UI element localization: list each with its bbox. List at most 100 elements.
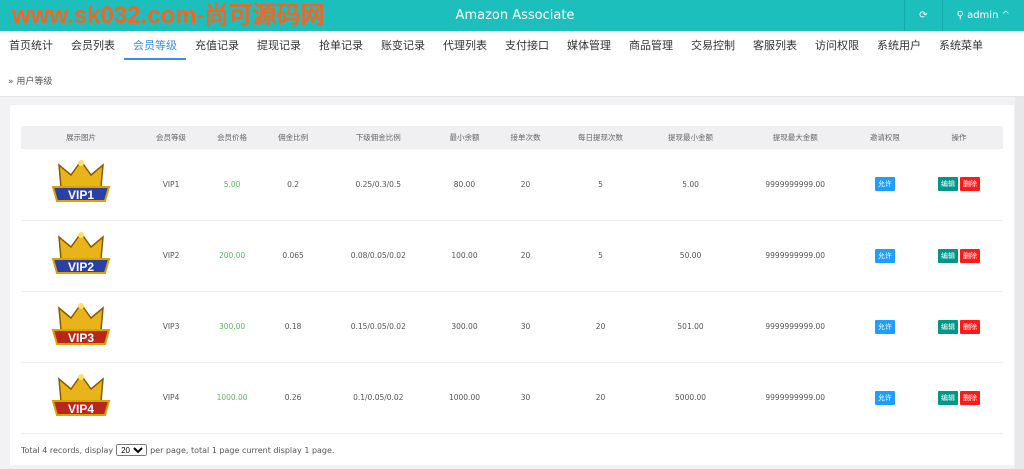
cell-min-balance: 80.00 bbox=[433, 149, 496, 221]
vip-badge-icon: VIP4 bbox=[51, 373, 111, 416]
scrollbar[interactable] bbox=[1015, 97, 1024, 469]
delete-button[interactable]: 删除 bbox=[959, 177, 980, 192]
cell-daily-withdraw: 20 bbox=[555, 362, 646, 434]
breadcrumb-arrow-icon: » bbox=[8, 77, 17, 87]
svg-text:VIP4: VIP4 bbox=[68, 402, 94, 416]
app-title: Amazon Associate bbox=[455, 8, 575, 23]
nav-tab[interactable]: 客服列表 bbox=[753, 39, 797, 52]
edit-button[interactable]: 编辑 bbox=[937, 319, 958, 334]
table-row: VIP3 VIP3 300.00 0.18 0.15/0.05/0.02 300.00 30… bbox=[21, 291, 1003, 363]
cell-level: VIP3 bbox=[141, 291, 202, 363]
cell-orders: 20 bbox=[495, 149, 556, 221]
column-header: 展示图片 bbox=[21, 126, 142, 149]
vip-badge-icon: VIP2 bbox=[51, 231, 111, 274]
cell-price: 5.00 bbox=[201, 149, 264, 221]
cell-withdraw-min: 5000.00 bbox=[645, 362, 736, 434]
invite-allow-button[interactable]: 允许 bbox=[874, 390, 895, 405]
table-row: VIP2 VIP2 200.00 0.065 0.08/0.05/0.02 100.00 2… bbox=[21, 220, 1003, 292]
nav-tab[interactable]: 媒体管理 bbox=[567, 39, 611, 52]
cell-daily-withdraw: 5 bbox=[555, 149, 646, 221]
delete-button[interactable]: 删除 bbox=[959, 248, 980, 263]
nav-tab[interactable]: 交易控制 bbox=[691, 39, 735, 52]
invite-allow-button[interactable]: 允许 bbox=[874, 248, 895, 263]
edit-button[interactable]: 编辑 bbox=[937, 390, 958, 405]
cell-orders: 20 bbox=[495, 220, 556, 292]
nav-tab[interactable]: 提现记录 bbox=[257, 39, 301, 52]
breadcrumb: » 用户等级 bbox=[0, 61, 1024, 97]
edit-button[interactable]: 编辑 bbox=[937, 248, 958, 263]
cell-withdraw-max: 9999999999.00 bbox=[735, 220, 855, 292]
level-table: 展示图片 会员等级 会员价格 佣金比例 下级佣金比例 最小余额 接单次数 每日提现次数 提现最小… bbox=[21, 126, 1003, 434]
nav-tab[interactable]: 代理列表 bbox=[443, 39, 487, 52]
svg-text:VIP2: VIP2 bbox=[68, 260, 94, 274]
cell-sub-rate: 0.08/0.05/0.02 bbox=[323, 220, 434, 292]
column-header: 每日提现次数 bbox=[555, 126, 646, 149]
cell-price: 300.00 bbox=[201, 291, 264, 363]
column-header: 会员价格 bbox=[201, 126, 264, 149]
cell-withdraw-min: 501.00 bbox=[645, 291, 736, 363]
nav-tab[interactable]: 首页统计 bbox=[9, 39, 53, 52]
nav-tab[interactable]: 访问权限 bbox=[815, 39, 859, 52]
cell-min-balance: 1000.00 bbox=[433, 362, 496, 434]
cell-orders: 30 bbox=[495, 362, 556, 434]
svg-text:VIP1: VIP1 bbox=[68, 188, 94, 202]
nav-tab[interactable]: 支付接口 bbox=[505, 39, 549, 52]
vip-badge-icon: VIP3 bbox=[51, 302, 111, 345]
cell-level: VIP4 bbox=[141, 362, 202, 434]
user-menu[interactable]: ⚲ admin ^ bbox=[941, 0, 1024, 31]
refresh-icon[interactable]: ⟳ bbox=[904, 0, 941, 31]
content-card: 展示图片 会员等级 会员价格 佣金比例 下级佣金比例 最小余额 接单次数 每日提现次数 提现最小… bbox=[10, 105, 1014, 465]
column-header: 最小余额 bbox=[433, 126, 496, 149]
cell-price: 200.00 bbox=[201, 220, 264, 292]
column-header: 邀请权限 bbox=[854, 126, 915, 149]
cell-price: 1000.00 bbox=[201, 362, 264, 434]
column-header: 接单次数 bbox=[495, 126, 556, 149]
column-header: 提现最小金额 bbox=[645, 126, 736, 149]
user-icon: ⚲ bbox=[956, 10, 968, 21]
cell-sub-rate: 0.1/0.05/0.02 bbox=[323, 362, 434, 434]
table-row: VIP4 VIP4 1000.00 0.26 0.1/0.05/0.02 1000.00 3… bbox=[21, 362, 1003, 434]
table-row: VIP1 VIP1 5.00 0.2 0.25/0.3/0.5 80.00 20 5 5.00 9… bbox=[21, 149, 1003, 221]
nav-tab[interactable]: 会员列表 bbox=[71, 39, 115, 52]
cell-min-balance: 300.00 bbox=[433, 291, 496, 363]
svg-text:VIP3: VIP3 bbox=[68, 331, 94, 345]
delete-button[interactable]: 删除 bbox=[959, 390, 980, 405]
cell-orders: 30 bbox=[495, 291, 556, 363]
column-header: 下级佣金比例 bbox=[323, 126, 434, 149]
edit-button[interactable]: 编辑 bbox=[937, 177, 958, 192]
nav-tab[interactable]: 系统用户 bbox=[877, 39, 921, 52]
main-nav: 首页统计 会员列表 会员等级 充值记录 提现记录 抢单记录 账变记录 代理列表 支付接口 媒体管理… bbox=[0, 31, 1024, 61]
cell-daily-withdraw: 20 bbox=[555, 291, 646, 363]
pagination: Total 4 records, display 20 per page, to… bbox=[21, 444, 334, 456]
nav-tab[interactable]: 账变记录 bbox=[381, 39, 425, 52]
column-header: 提现最大金额 bbox=[735, 126, 855, 149]
vip-badge-icon: VIP1 bbox=[51, 159, 111, 203]
per-page-select[interactable]: 20 bbox=[116, 444, 148, 456]
column-header: 会员等级 bbox=[141, 126, 202, 149]
top-bar: www.sk032.com-尚可源码网 Amazon Associate ⟳ ⚲… bbox=[0, 0, 1024, 31]
cell-daily-withdraw: 5 bbox=[555, 220, 646, 292]
cell-withdraw-max: 9999999999.00 bbox=[735, 362, 855, 434]
chevron-up-icon: ^ bbox=[1001, 10, 1010, 21]
nav-tab[interactable]: 会员等级 bbox=[124, 31, 186, 61]
delete-button[interactable]: 删除 bbox=[959, 319, 980, 334]
column-header: 操作 bbox=[914, 126, 1003, 149]
cell-withdraw-max: 9999999999.00 bbox=[735, 291, 855, 363]
cell-withdraw-min: 5.00 bbox=[645, 149, 736, 221]
nav-tab[interactable]: 充值记录 bbox=[195, 39, 239, 52]
column-header: 佣金比例 bbox=[263, 126, 324, 149]
nav-tab[interactable]: 商品管理 bbox=[629, 39, 673, 52]
cell-withdraw-max: 9999999999.00 bbox=[735, 149, 855, 221]
cell-min-balance: 100.00 bbox=[433, 220, 496, 292]
cell-rate: 0.18 bbox=[263, 291, 324, 363]
cell-sub-rate: 0.15/0.05/0.02 bbox=[323, 291, 434, 363]
cell-level: VIP1 bbox=[141, 149, 202, 221]
cell-sub-rate: 0.25/0.3/0.5 bbox=[323, 149, 434, 221]
nav-tab[interactable]: 抢单记录 bbox=[319, 39, 363, 52]
invite-allow-button[interactable]: 允许 bbox=[874, 319, 895, 334]
watermark: www.sk032.com-尚可源码网 bbox=[12, 2, 325, 29]
cell-withdraw-min: 50.00 bbox=[645, 220, 736, 292]
invite-allow-button[interactable]: 允许 bbox=[874, 177, 895, 192]
nav-tab[interactable]: 系统菜单 bbox=[939, 39, 983, 52]
cell-rate: 0.2 bbox=[263, 149, 324, 221]
